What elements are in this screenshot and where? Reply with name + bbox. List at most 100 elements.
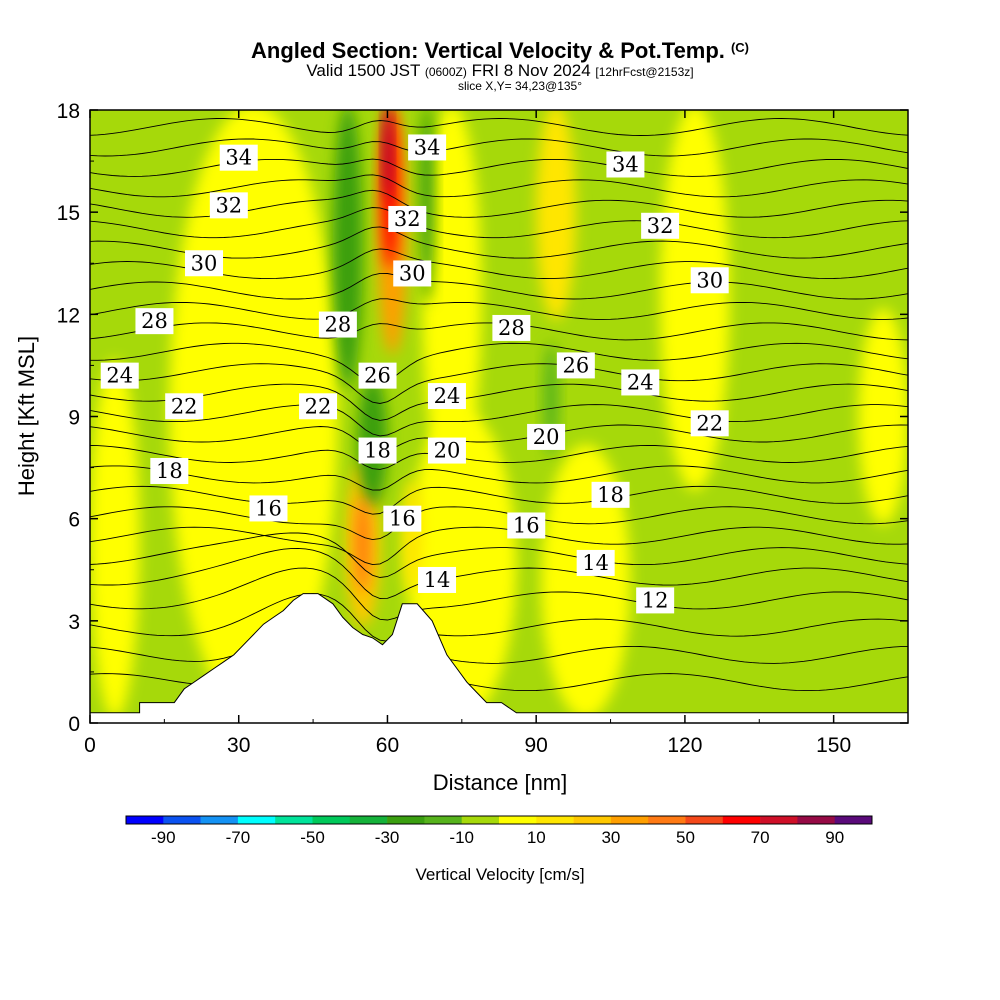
terrain-mask [89, 593, 909, 724]
contour-label: 18 [591, 481, 630, 508]
theta-contour [90, 298, 908, 320]
contour-label-text: 20 [533, 425, 560, 449]
velocity-region [858, 308, 908, 525]
x-tick-label: 150 [816, 734, 851, 757]
contour-label: 30 [185, 250, 224, 277]
colorbar-tick-label: 50 [676, 828, 695, 847]
contour-label-text: 34 [225, 146, 252, 170]
valid-date: FRI 8 Nov 2024 [471, 61, 591, 80]
contour-label: 18 [358, 437, 397, 464]
theta-contour [90, 404, 908, 437]
colorbar-segment [834, 816, 873, 824]
theta-contour [90, 363, 908, 404]
contour-label: 34 [408, 134, 447, 161]
contour-label-text: 20 [434, 439, 461, 463]
theta-contour [90, 118, 908, 136]
contour-label-text: 22 [171, 394, 198, 418]
colorbar-segment [275, 816, 313, 824]
colorbar-tick-label: -90 [151, 828, 176, 847]
contour-label-text: 28 [498, 316, 525, 340]
velocity-region [541, 444, 631, 719]
y-tick-label: 15 [57, 202, 80, 225]
theta-contour [90, 207, 908, 239]
colorbar: -90 -70 -50 -30 -10 10 30 50 70 90 [125, 815, 873, 847]
contour-label-text: 28 [325, 313, 352, 337]
contour-label: 16 [507, 512, 546, 539]
y-tick-label: 6 [68, 509, 80, 532]
contour-label: 26 [358, 362, 397, 389]
theta-contour [90, 506, 908, 541]
y-tick-label: 12 [57, 304, 80, 327]
theta-contour [90, 383, 908, 421]
colorbar-segment [760, 816, 798, 824]
velocity-region [332, 110, 363, 389]
x-tick-label: 0 [84, 734, 96, 757]
contour-label: 30 [690, 267, 729, 294]
contour-label: 32 [209, 192, 248, 219]
contour-label: 14 [418, 566, 457, 593]
colorbar-segment [349, 816, 388, 824]
contour-label-text: 24 [627, 370, 654, 394]
contour-label-text: 16 [255, 496, 282, 520]
y-tick-label: 18 [57, 100, 80, 123]
contour-label-text: 32 [394, 207, 421, 231]
contour-label: 16 [383, 505, 422, 532]
velocity-region [355, 495, 371, 593]
contour-label: 26 [556, 352, 595, 379]
colorbar-segment [200, 816, 239, 824]
theta-contour [90, 567, 908, 621]
theta-contour [90, 593, 908, 642]
contour-label-text: 18 [597, 483, 624, 507]
contour-label-text: 16 [513, 513, 540, 537]
theta-contour [90, 623, 908, 664]
x-axis: 0 30 60 90 120 150 [84, 110, 909, 757]
forecast-info: [12hrFcst@2153z] [595, 65, 694, 79]
colorbar-segment [797, 816, 835, 824]
contour-label-text: 12 [642, 588, 669, 612]
theta-contour [90, 465, 908, 491]
theta-contour [90, 138, 908, 157]
x-axis-label: Distance [nm] [433, 770, 568, 795]
x-tick-label: 90 [525, 734, 548, 757]
chart-title: Angled Section: Vertical Velocity & Pot.… [0, 36, 1000, 63]
contour-label: 28 [135, 308, 174, 335]
theta-contour [90, 526, 908, 566]
contour-label: 16 [249, 495, 288, 522]
colorbar-segment [312, 816, 351, 824]
colorbar-segment [573, 816, 612, 824]
contour-label: 24 [427, 383, 466, 410]
contour-label-text: 34 [414, 135, 441, 159]
theta-contour [90, 248, 908, 280]
contour-label-text: 18 [156, 459, 183, 483]
colorbar-segment [499, 816, 537, 824]
contour-label: 14 [576, 549, 615, 576]
contour-label-text: 26 [364, 364, 391, 388]
contour-label: 22 [299, 393, 338, 420]
theta-contour [90, 272, 908, 300]
chart-title-block: Angled Section: Vertical Velocity & Pot.… [0, 36, 1000, 93]
colorbar-tick-label: -70 [226, 828, 251, 847]
contour-label: 24 [100, 362, 139, 389]
y-tick-label: 3 [68, 611, 80, 634]
y-tick-label: 0 [68, 713, 80, 736]
theta-contour [90, 226, 908, 259]
slice-info: slice X,Y= 34,23@135° [457, 79, 583, 93]
colorbar-tick-label: 70 [751, 828, 770, 847]
colorbar-segment [387, 816, 425, 824]
contour-label-text: 28 [141, 309, 168, 333]
contour-label: 18 [150, 457, 189, 484]
contour-label-text: 16 [389, 507, 416, 531]
colorbar-segment [237, 816, 276, 824]
contour-label-text: 22 [305, 394, 332, 418]
contour-label-text: 32 [647, 214, 674, 238]
contour-label-text: 30 [696, 268, 723, 292]
contour-label: 12 [636, 587, 675, 614]
colorbar-label: Vertical Velocity [cm/s] [415, 865, 584, 884]
contour-label: 34 [219, 144, 258, 171]
colorbar-segment [424, 816, 462, 824]
contour-label: 24 [621, 369, 660, 396]
valid-time: Valid 1500 JST [306, 61, 421, 80]
colorbar-tick-label: -10 [449, 828, 474, 847]
contour-label: 20 [427, 437, 466, 464]
